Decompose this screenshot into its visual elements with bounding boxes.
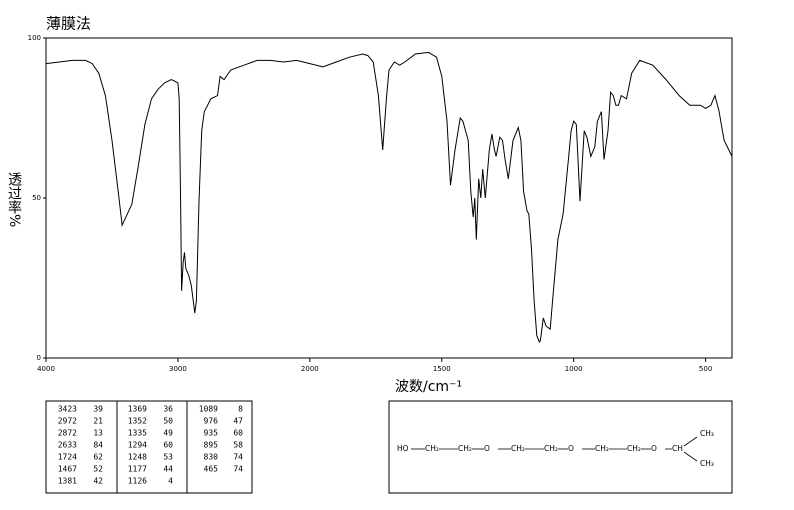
- peak-table-cell: 60: [233, 429, 243, 438]
- chart-title: 薄膜法: [46, 15, 91, 33]
- peak-table-cell: 84: [93, 441, 103, 450]
- atom-label: CH₂: [458, 444, 472, 453]
- peak-table-cell: 13: [93, 429, 103, 438]
- atom-label: CH₃: [700, 429, 714, 438]
- peak-table-cell: 2972: [58, 417, 77, 426]
- peak-table-cell: 4: [168, 477, 173, 486]
- peak-table-cell: 50: [163, 417, 173, 426]
- atom-label: O: [568, 444, 574, 453]
- peak-table-cell: 74: [233, 465, 243, 474]
- x-tick-label: 1500: [433, 365, 451, 373]
- atom-label: CH: [672, 444, 683, 453]
- peak-table-cell: 1335: [128, 429, 147, 438]
- peak-table-cell: 44: [163, 465, 173, 474]
- peak-table-cell: 53: [163, 453, 173, 462]
- peak-table-cell: 21: [93, 417, 103, 426]
- x-axis-label: 波数/cm⁻¹: [395, 379, 462, 395]
- y-tick-label: 0: [37, 354, 41, 362]
- peak-table-cell: 52: [93, 465, 103, 474]
- peak-table-cell: 1126: [128, 477, 147, 486]
- y-axis-label: 透过率%: [6, 172, 22, 227]
- peak-table-cell: 1369: [128, 405, 147, 414]
- x-tick-label: 4000: [37, 365, 55, 373]
- atom-label: CH₃: [700, 459, 714, 468]
- peak-table-cell: 465: [204, 465, 219, 474]
- x-tick-label: 1000: [565, 365, 583, 373]
- peak-table-cell: 1248: [128, 453, 147, 462]
- bond: [683, 451, 698, 462]
- peak-table-cell: 2872: [58, 429, 77, 438]
- peak-table-cell: 895: [204, 441, 219, 450]
- peak-table-cell: 1177: [128, 465, 147, 474]
- peak-table-cell: 8: [238, 405, 243, 414]
- peak-table-cell: 1089: [199, 405, 218, 414]
- peak-table-cell: 47: [233, 417, 243, 426]
- peak-table-cell: 1381: [58, 477, 77, 486]
- spectrum-line: [45, 51, 733, 344]
- atom-label: O: [651, 444, 657, 453]
- peak-table-frame: [45, 400, 253, 494]
- y-tick-label: 100: [28, 34, 41, 42]
- peak-table-cell: 1352: [128, 417, 147, 426]
- peak-table-cell: 2633: [58, 441, 77, 450]
- peak-table-cell: 49: [163, 429, 173, 438]
- bond: [683, 436, 698, 447]
- peak-table-cell: 74: [233, 453, 243, 462]
- x-tick-label: 500: [699, 365, 712, 373]
- atom-label: O: [484, 444, 490, 453]
- peak-table-cell: 39: [93, 405, 103, 414]
- peak-table-cell: 60: [163, 441, 173, 450]
- peak-table-cell: 3423: [58, 405, 77, 414]
- atom-label: CH₂: [627, 444, 641, 453]
- peak-table-cell: 36: [163, 405, 173, 414]
- atom-label: CH₂: [511, 444, 525, 453]
- structure-frame: [388, 400, 733, 494]
- atom-label: HO: [397, 444, 409, 453]
- peak-table-cell: 830: [204, 453, 219, 462]
- x-tick-label: 2000: [301, 365, 319, 373]
- peak-table-cell: 1294: [128, 441, 147, 450]
- atom-label: CH₂: [544, 444, 558, 453]
- peak-table-cell: 42: [93, 477, 103, 486]
- peak-table-cell: 1724: [58, 453, 77, 462]
- peak-table-cell: 1467: [58, 465, 77, 474]
- peak-table-cell: 935: [204, 429, 219, 438]
- y-tick-label: 50: [32, 194, 41, 202]
- peak-table-cell: 58: [233, 441, 243, 450]
- peak-table-cell: 62: [93, 453, 103, 462]
- atom-label: CH₂: [595, 444, 609, 453]
- atom-label: CH₂: [425, 444, 439, 453]
- peak-table-cell: 976: [204, 417, 219, 426]
- x-tick-label: 3000: [169, 365, 187, 373]
